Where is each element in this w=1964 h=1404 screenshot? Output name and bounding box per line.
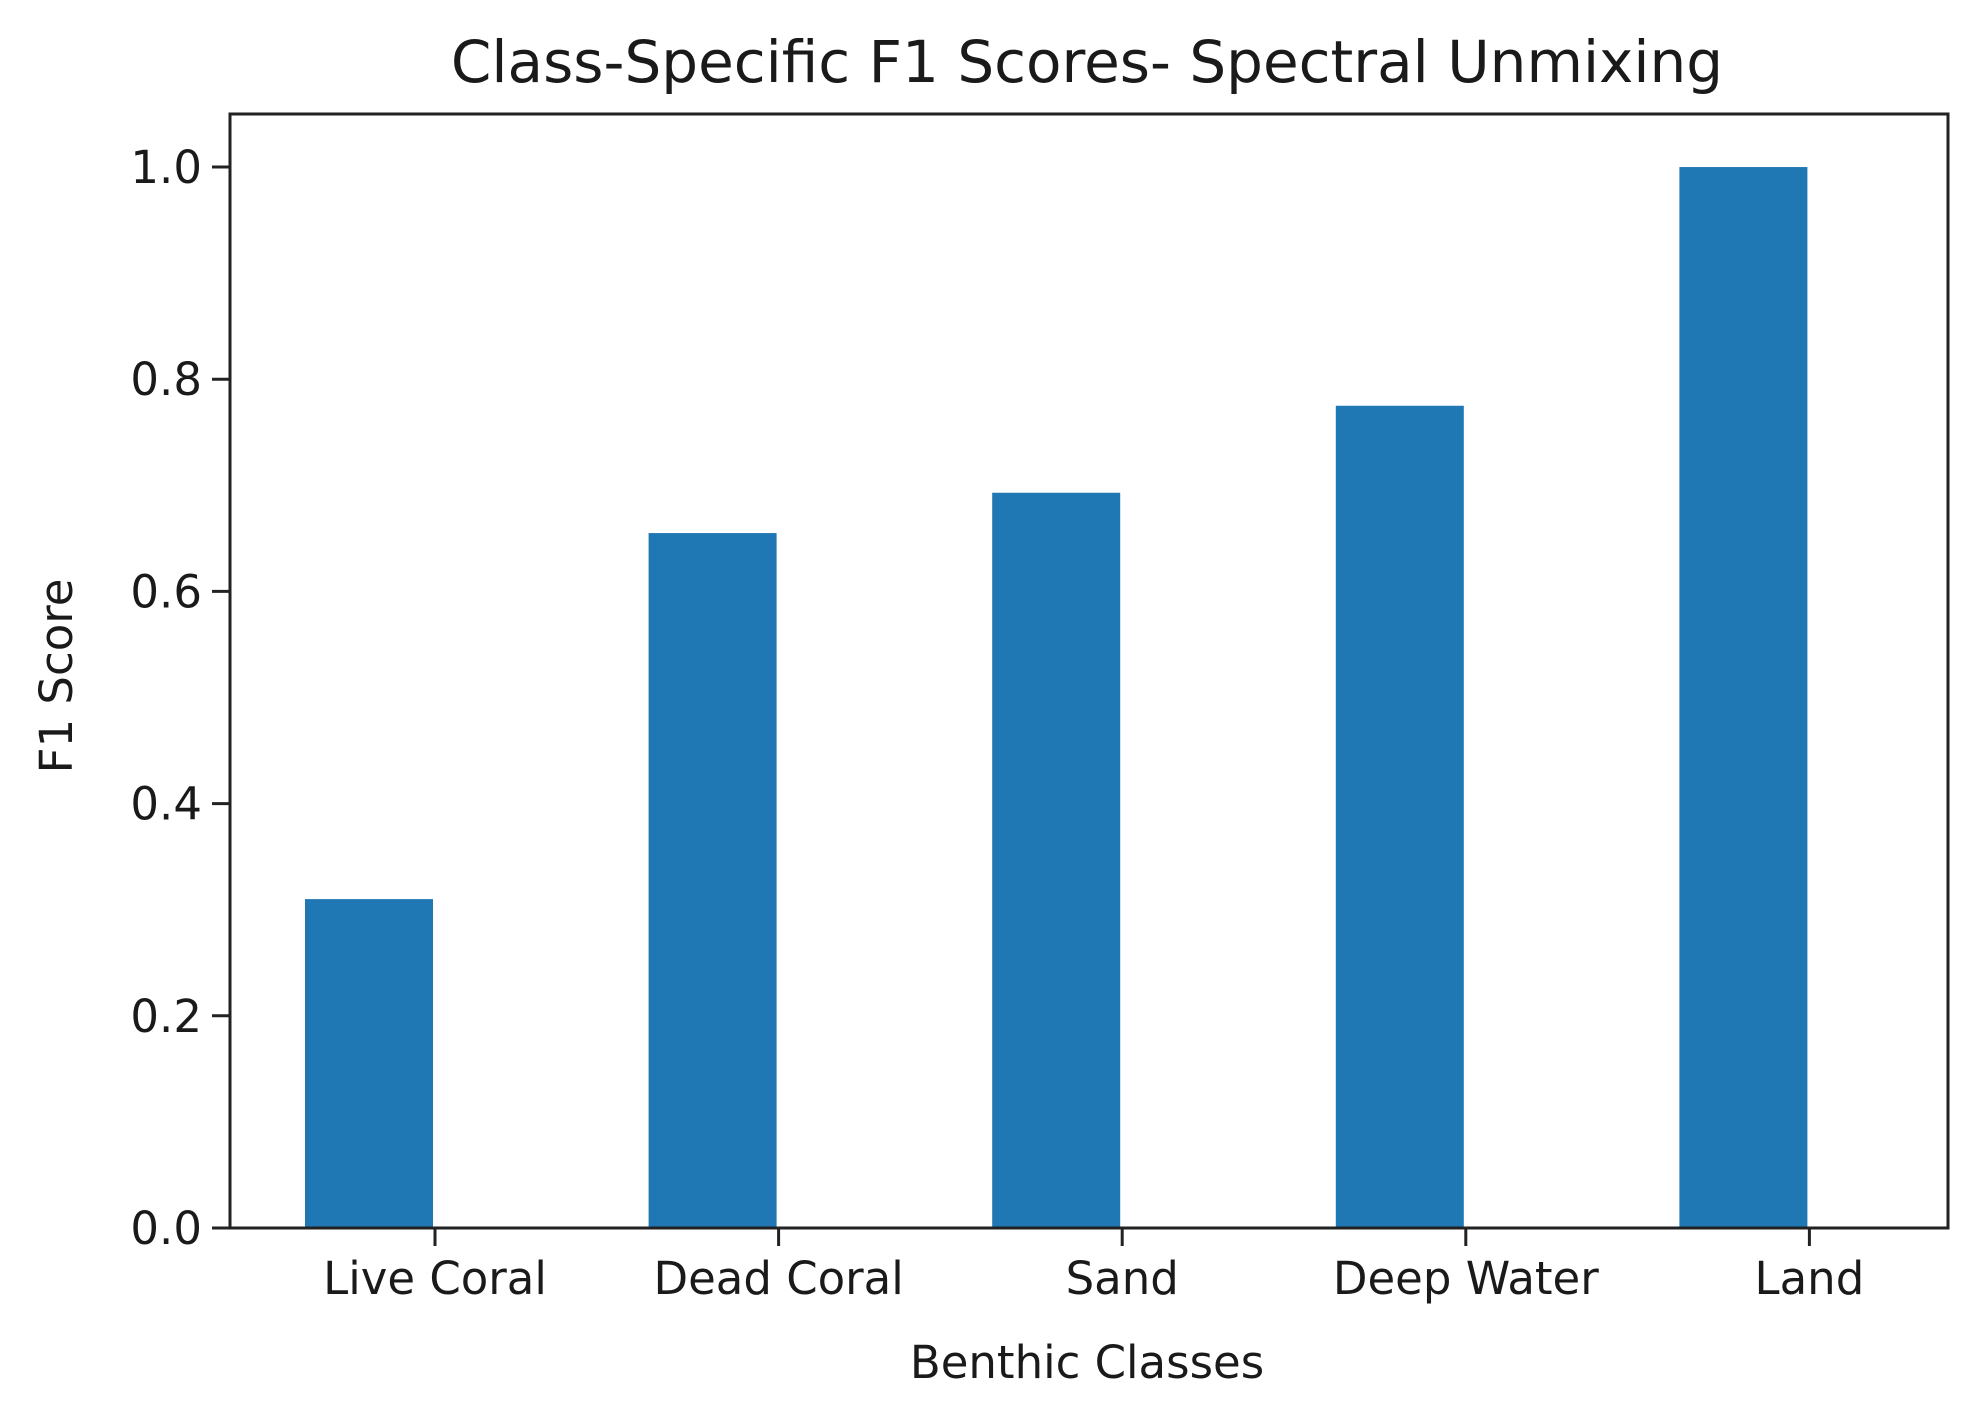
bars-group: [305, 167, 1808, 1229]
x-tick-label: Land: [1755, 1252, 1865, 1305]
y-tick-label: 0.8: [130, 353, 202, 406]
y-tick-label: 0.0: [130, 1202, 202, 1255]
x-tick-label: Live Coral: [323, 1252, 547, 1305]
y-tick-label: 0.4: [130, 778, 202, 831]
y-axis-label: F1 Score: [30, 579, 83, 774]
bar-deep-water: [1335, 405, 1464, 1228]
bar-land: [1679, 167, 1808, 1229]
x-tick-label: Deep Water: [1333, 1252, 1599, 1305]
chart-title: Class-Specific F1 Scores- Spectral Unmix…: [451, 28, 1723, 96]
bar-live-coral: [305, 899, 433, 1228]
y-tick-label: 0.6: [130, 565, 202, 618]
x-axis-label: Benthic Classes: [910, 1336, 1264, 1389]
x-axis: Live Coral Dead Coral Sand Deep Water Land: [323, 1228, 1864, 1305]
x-tick-label: Sand: [1066, 1252, 1179, 1305]
plot-frame: [228, 112, 1950, 1230]
y-axis: 0.0 0.2 0.4 0.6 0.8 1.0: [130, 141, 230, 1255]
bar-sand: [992, 492, 1121, 1228]
y-tick-label: 0.2: [130, 990, 202, 1043]
y-tick-label: 1.0: [130, 141, 202, 194]
x-tick-label: Dead Coral: [653, 1252, 903, 1305]
bar-dead-coral: [648, 533, 777, 1228]
